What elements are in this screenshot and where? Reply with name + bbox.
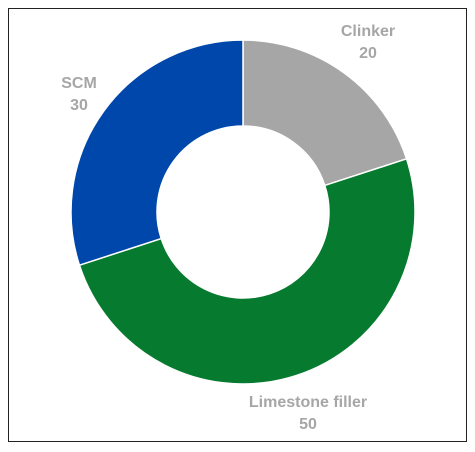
- slice-scm: [70, 39, 244, 267]
- data-label-clinker-name: Clinker: [341, 23, 395, 40]
- data-label-clinker-value: 20: [359, 45, 377, 62]
- slice-limestone-filler: [78, 157, 416, 385]
- data-label-limestone-filler-name: Limestone filler: [249, 394, 367, 411]
- data-label-scm-value: 30: [70, 97, 88, 114]
- slice-clinker: [242, 39, 408, 187]
- donut-slices: [70, 39, 416, 385]
- data-label-limestone-filler-value: 50: [299, 416, 317, 433]
- data-label-scm-name: SCM: [61, 75, 97, 92]
